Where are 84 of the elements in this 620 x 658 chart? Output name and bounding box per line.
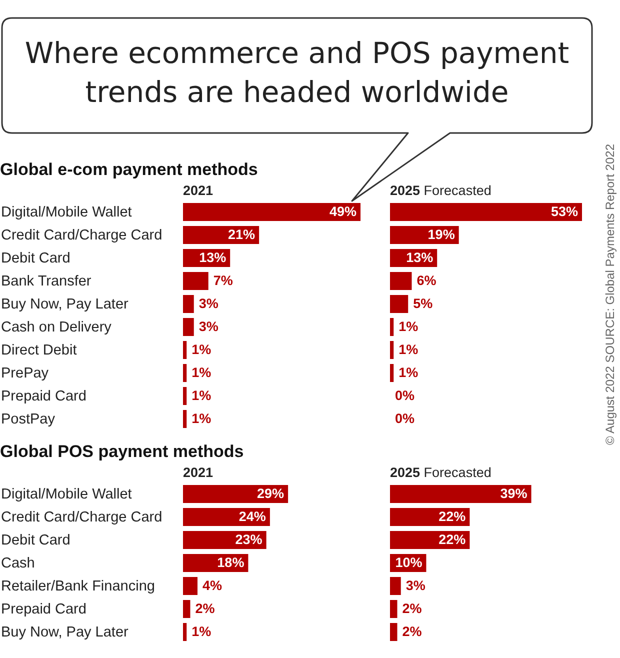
bar	[183, 364, 187, 382]
y-tick-label: Credit Card/Charge Card	[1, 510, 162, 526]
data-label: 29%	[257, 486, 284, 502]
chart-subtitle: Global e-com payment methods	[0, 160, 258, 180]
y-tick-label: Cash on Delivery	[1, 320, 112, 336]
bar	[183, 318, 194, 336]
bar	[390, 485, 532, 503]
data-label: 1%	[192, 365, 212, 380]
x-axis-title: 2021	[183, 465, 214, 480]
bar	[390, 203, 582, 221]
data-label: 21%	[228, 227, 256, 242]
data-label: 7%	[213, 273, 233, 288]
data-label: 1%	[398, 365, 418, 380]
y-tick-label: PostPay	[1, 412, 56, 428]
y-tick-label: Buy Now, Pay Later	[1, 296, 129, 313]
data-label: 2%	[195, 601, 215, 616]
y-tick-label: Buy Now, Pay Later	[1, 624, 129, 641]
data-label: 22%	[438, 509, 466, 524]
data-label: 13%	[199, 250, 226, 266]
y-tick-label: Bank Transfer	[1, 274, 92, 290]
bar	[183, 272, 208, 290]
y-tick-label: Debit Card	[1, 250, 70, 267]
y-tick-label: Cash	[1, 556, 35, 572]
data-label: 23%	[235, 532, 262, 548]
x-axis-title: 2025 Forecasted	[390, 183, 492, 198]
bar	[390, 295, 408, 313]
data-label: 18%	[217, 555, 244, 570]
data-label: 39%	[500, 486, 528, 502]
x-axis-title: 2021	[183, 183, 214, 198]
y-tick-label: Digital/Mobile Wallet	[1, 486, 132, 503]
data-label: 24%	[238, 509, 266, 524]
chart-subtitle: Global POS payment methods	[0, 442, 244, 462]
data-label: 10%	[395, 555, 422, 570]
bar	[183, 341, 187, 359]
data-label: 19%	[428, 227, 455, 242]
bar	[183, 623, 187, 641]
bar	[390, 364, 394, 382]
data-label: 49%	[329, 204, 357, 220]
data-label: 1%	[192, 624, 212, 640]
data-label: 22%	[438, 532, 466, 548]
data-label: 1%	[192, 388, 212, 404]
data-label: 1%	[398, 342, 418, 358]
y-tick-label: Debit Card	[1, 532, 70, 549]
bar	[390, 272, 412, 290]
bar	[183, 226, 260, 244]
x-axis-title: 2025 Forecasted	[390, 465, 492, 480]
y-tick-label: Prepaid Card	[1, 388, 86, 405]
bar	[183, 577, 198, 595]
bar	[390, 600, 398, 618]
y-tick-label: Prepaid Card	[1, 602, 86, 618]
y-tick-label: Retailer/Bank Financing	[1, 578, 155, 595]
bar	[183, 531, 266, 549]
bar	[390, 577, 401, 595]
bar	[183, 410, 187, 428]
text: © August 2022 SOURCE: Global Payments Report 2022	[603, 144, 617, 445]
data-label: 2%	[402, 601, 422, 616]
bar	[390, 623, 398, 641]
data-label: 6%	[416, 273, 436, 288]
data-label: 13%	[406, 250, 434, 266]
bar	[183, 600, 190, 618]
data-label: 53%	[550, 204, 578, 220]
data-label: 0%	[395, 411, 415, 426]
bar	[183, 387, 187, 405]
data-label: 1%	[192, 411, 212, 426]
data-label: 4%	[202, 578, 222, 594]
y-tick-label: PrePay	[1, 366, 50, 382]
bar	[390, 318, 394, 336]
chart-title: Where ecommerce and POS payment trends are headed worldwide	[24, 35, 570, 111]
data-label: 3%	[198, 296, 218, 312]
y-tick-label: Digital/Mobile Wallet	[1, 204, 132, 221]
y-tick-label: Credit Card/Charge Card	[1, 228, 162, 244]
y-tick-label: Direct Debit	[1, 342, 77, 359]
bar	[183, 295, 194, 313]
data-label: 1%	[398, 319, 418, 334]
data-label: 3%	[198, 319, 218, 334]
data-label: 1%	[192, 342, 212, 358]
data-label: 5%	[413, 296, 433, 312]
bar	[183, 508, 270, 526]
data-label: 0%	[395, 388, 415, 404]
bar	[183, 485, 288, 503]
bar	[390, 341, 394, 359]
data-label: 3%	[406, 578, 426, 594]
bar	[183, 203, 361, 221]
data-label: 2%	[402, 624, 422, 640]
